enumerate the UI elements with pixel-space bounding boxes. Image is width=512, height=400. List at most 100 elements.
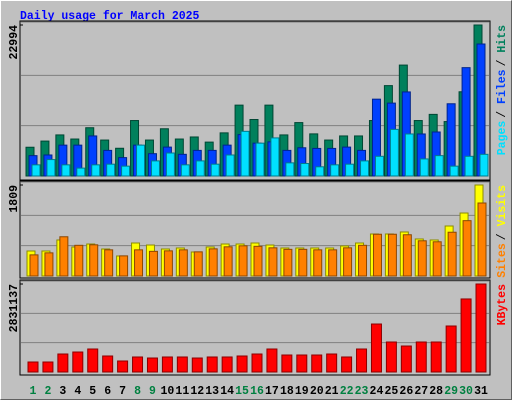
legend-entry: Sites	[496, 243, 509, 278]
x-tick-label: 13	[205, 385, 219, 398]
bar	[61, 164, 71, 177]
legend-entry: KBytes	[496, 284, 509, 326]
bar	[104, 249, 114, 277]
x-tick-label: 22	[340, 385, 354, 398]
x-tick-label: 23	[355, 385, 369, 398]
bar	[238, 245, 248, 277]
x-tick-label: 29	[444, 385, 458, 398]
x-tick-label: 26	[399, 385, 413, 398]
bar	[165, 152, 175, 177]
bar	[313, 249, 323, 277]
x-tick-label: 24	[370, 385, 384, 398]
bar	[475, 283, 487, 373]
x-tick-label: 10	[160, 385, 174, 398]
bar	[117, 360, 129, 373]
x-tick-label: 28	[429, 385, 443, 398]
bar	[445, 325, 457, 373]
bar	[449, 165, 459, 177]
bar	[102, 355, 114, 373]
y-tick-label: 2831137	[8, 284, 21, 332]
x-tick-label: 21	[325, 385, 339, 398]
legend-separator: /	[496, 111, 509, 118]
bar	[161, 356, 173, 373]
bar	[193, 251, 203, 277]
x-tick-label: 30	[459, 385, 473, 398]
bar	[447, 231, 457, 277]
bar	[268, 247, 278, 277]
bar	[72, 351, 84, 373]
bar	[285, 162, 295, 177]
x-tick-label: 31	[474, 385, 488, 398]
bar	[121, 165, 131, 177]
bar	[402, 234, 412, 277]
bar	[356, 348, 368, 373]
bar	[341, 356, 353, 373]
x-tick-label: 12	[190, 385, 204, 398]
x-tick-label: 25	[384, 385, 398, 398]
x-tick-label: 7	[119, 385, 126, 398]
bar	[345, 163, 355, 177]
bar	[434, 155, 444, 177]
bar	[180, 164, 190, 177]
bar	[225, 154, 235, 177]
bar	[315, 166, 325, 177]
bar	[389, 128, 399, 177]
bar	[300, 163, 310, 177]
bar	[132, 356, 144, 373]
bar	[76, 167, 86, 177]
bar	[255, 142, 265, 177]
bar	[106, 163, 116, 177]
bar	[27, 361, 39, 373]
bar	[326, 353, 338, 373]
x-tick-label: 18	[280, 385, 294, 398]
bar	[374, 155, 384, 177]
bar	[210, 163, 220, 177]
bar	[360, 160, 370, 177]
bar	[370, 323, 382, 373]
legend-entry: Visits	[496, 185, 509, 227]
bar	[251, 353, 263, 373]
bar	[387, 233, 397, 277]
bar	[89, 244, 99, 277]
bar	[221, 356, 233, 373]
bar	[223, 246, 233, 277]
x-tick-label: 9	[149, 385, 156, 398]
bar	[462, 220, 472, 277]
bar	[57, 353, 69, 373]
bar	[283, 248, 293, 277]
x-tick-label: 1	[30, 385, 37, 398]
legend: Pages / Files / Hits	[496, 25, 509, 155]
bar	[330, 164, 340, 177]
bar	[74, 244, 84, 277]
x-tick-label: 27	[414, 385, 428, 398]
y-tick-label: 22994	[8, 25, 21, 60]
bar	[296, 354, 308, 373]
bar	[253, 245, 263, 277]
bar	[432, 241, 442, 277]
bar	[311, 354, 323, 373]
bar	[91, 164, 101, 177]
bar	[29, 254, 39, 277]
bar	[206, 356, 218, 373]
bar	[479, 153, 489, 177]
x-tick-label: 14	[220, 385, 234, 398]
x-tick-label: 16	[250, 385, 264, 398]
bar	[163, 250, 173, 277]
bar	[415, 341, 427, 373]
bar	[119, 255, 129, 277]
bar	[87, 348, 99, 373]
legend: KBytes	[496, 284, 509, 326]
bar	[134, 249, 144, 277]
bar	[460, 298, 472, 373]
legend-entry: Files	[496, 69, 509, 104]
legend: Sites / Visits	[496, 185, 509, 278]
bar	[236, 355, 248, 373]
x-tick-label: 11	[175, 385, 189, 398]
x-tick-label: 20	[310, 385, 324, 398]
bar	[464, 155, 474, 177]
legend-separator: /	[496, 59, 509, 66]
legend-entry: Hits	[496, 25, 509, 53]
x-tick-label: 15	[235, 385, 249, 398]
